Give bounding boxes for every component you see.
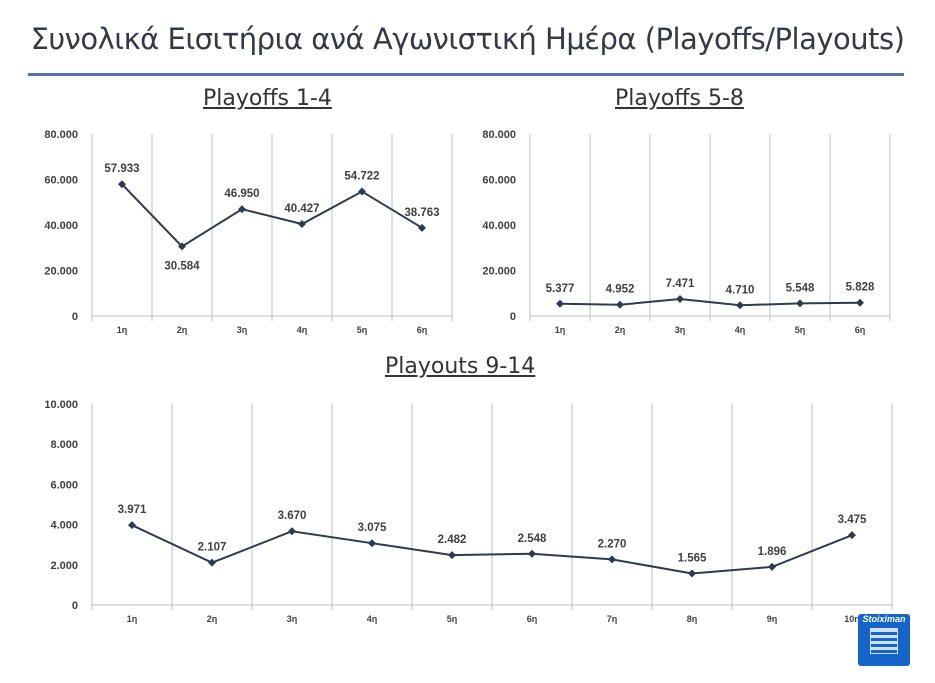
data-label: 3.475 [838,514,867,526]
data-point [208,558,216,567]
data-point [298,220,306,229]
x-tick-label: 9η [767,614,778,624]
data-point [768,562,776,571]
series-line [121,183,423,248]
y-tick-label: 80.000 [482,129,516,141]
x-tick-label: 7η [607,614,618,624]
x-tick-label: 3η [237,325,248,335]
data-label: 5.548 [786,282,815,294]
data-point [736,301,744,310]
data-label: 57.933 [104,163,139,175]
data-label: 40.427 [284,203,319,215]
data-point [688,569,696,578]
data-label: 2.548 [518,533,547,545]
y-tick-label: 60.000 [44,175,78,187]
data-point [856,298,864,307]
x-tick-label: 1η [127,614,138,624]
data-point [418,223,426,232]
x-tick-label: 2η [615,325,626,335]
y-tick-label: 0 [72,311,78,323]
data-point [528,549,536,558]
y-tick-label: 20.000 [44,266,78,278]
x-tick-label: 1η [555,325,566,335]
data-label: 3.971 [118,504,147,516]
data-label: 1.896 [758,546,787,558]
data-point [128,521,136,530]
x-tick-label: 4η [367,614,378,624]
stoiximan-logo: Stoiximan [858,614,910,666]
data-label: 2.107 [198,542,227,554]
x-tick-label: 3η [287,614,298,624]
x-tick-label: 8η [687,614,698,624]
x-tick-label: 6η [417,325,428,335]
y-tick-label: 6.000 [50,479,78,491]
data-point [118,180,126,189]
y-tick-label: 0 [72,600,78,612]
data-label: 2.270 [598,538,627,550]
y-tick-label: 60.000 [482,175,516,187]
y-tick-label: 40.000 [44,220,78,232]
data-point [848,531,856,540]
y-tick-label: 40.000 [482,220,516,232]
y-tick-label: 10.000 [44,399,78,411]
data-point [178,242,186,251]
chart-title-playouts-9-14: Playouts 9-14 [385,354,536,379]
y-tick-label: 20.000 [482,266,516,278]
x-tick-label: 1η [117,325,128,335]
y-tick-label: 2.000 [50,560,78,572]
x-tick-label: 5η [447,614,458,624]
data-label: 5.377 [546,283,575,295]
data-label: 30.584 [164,260,200,272]
x-tick-label: 5η [357,325,368,335]
data-label: 3.670 [278,510,307,522]
chart-title-playoffs-5-8: Playoffs 5-8 [615,86,744,111]
data-point [368,539,376,548]
slide-title: Συνολικά Εισιτήρια ανά Αγωνιστική Ημέρα … [30,22,905,56]
data-point [448,551,456,560]
x-tick-label: 3η [675,325,686,335]
data-label: 1.565 [678,553,707,565]
x-tick-label: 10η [844,614,860,624]
data-label: 7.471 [666,278,695,290]
y-tick-label: 0 [510,311,516,323]
data-point [616,300,624,309]
data-point [288,527,296,536]
data-label: 3.075 [358,522,387,534]
x-tick-label: 4η [297,325,308,335]
data-label: 38.763 [404,207,439,219]
x-tick-label: 2η [177,325,188,335]
x-tick-label: 4η [735,325,746,335]
data-point [238,205,246,214]
data-point [556,299,564,308]
data-label: 4.952 [606,284,635,296]
data-point [676,295,684,304]
data-label: 5.828 [846,282,875,294]
data-label: 2.482 [438,534,467,546]
data-label: 4.710 [726,284,755,296]
data-point [358,187,366,196]
chart-title-playoffs-1-4: Playoffs 1-4 [203,86,332,111]
data-label: 46.950 [224,188,259,200]
data-label: 54.722 [344,171,379,183]
y-tick-label: 4.000 [50,520,78,532]
x-tick-label: 2η [207,614,218,624]
data-point [796,299,804,308]
y-tick-label: 80.000 [44,129,78,141]
title-divider [28,73,904,76]
series-line [559,297,861,307]
y-tick-label: 8.000 [50,439,78,451]
data-point [608,555,616,564]
x-tick-label: 5η [795,325,806,335]
logo-text: Stoiximan [862,614,906,624]
series-line [131,524,853,575]
x-tick-label: 6η [855,325,866,335]
x-tick-label: 6η [527,614,538,624]
